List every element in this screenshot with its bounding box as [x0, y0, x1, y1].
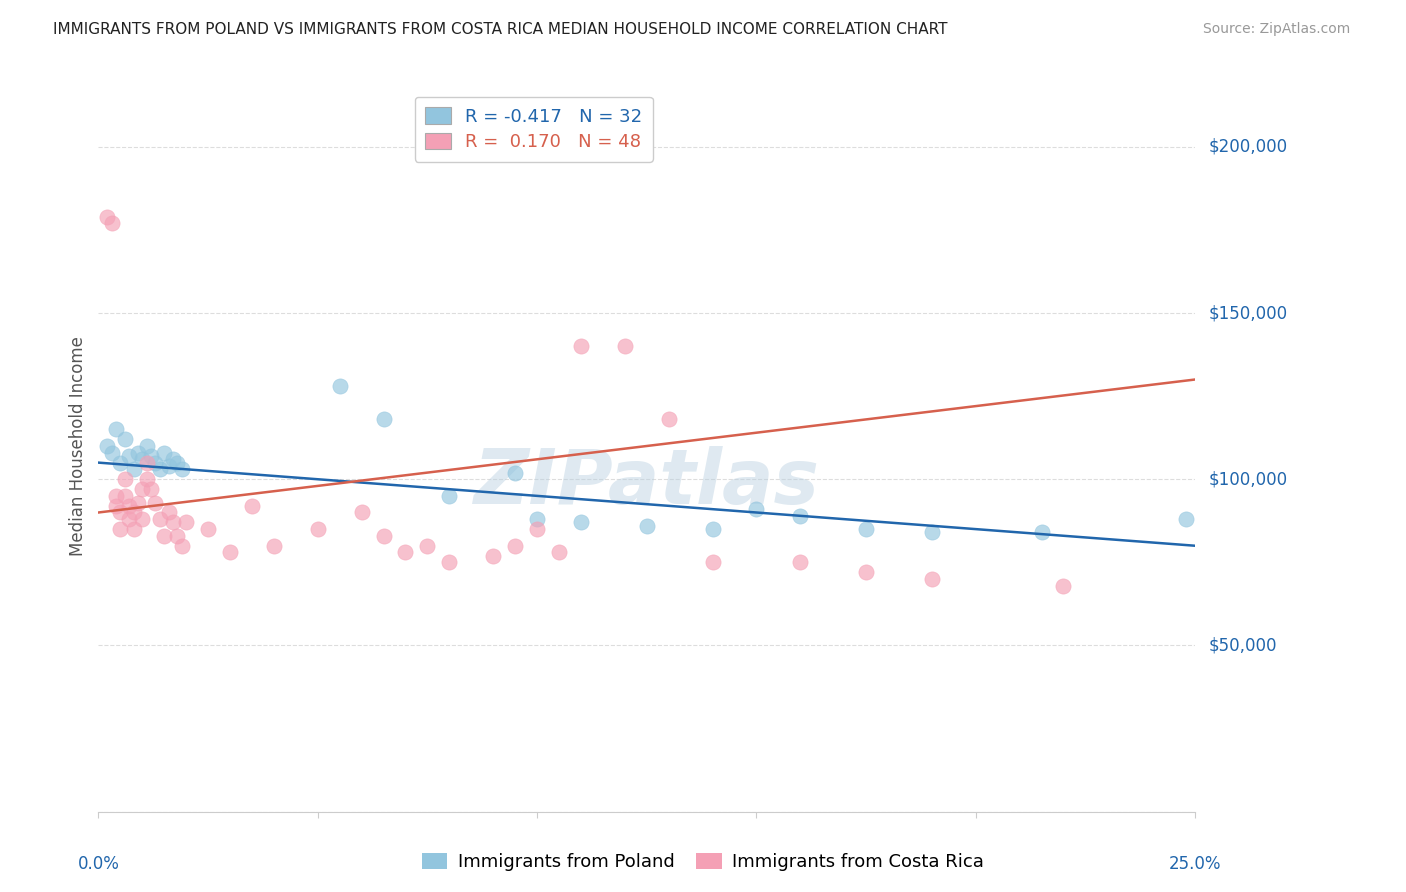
- Point: [174, 516, 197, 530]
- Point: [127, 445, 149, 459]
- Point: [104, 499, 127, 513]
- Point: [135, 439, 157, 453]
- Point: [1031, 525, 1053, 540]
- Text: $150,000: $150,000: [1208, 304, 1288, 322]
- Point: [373, 529, 395, 543]
- Point: [855, 522, 877, 536]
- Point: [636, 518, 658, 533]
- Point: [170, 539, 193, 553]
- Legend: Immigrants from Poland, Immigrants from Costa Rica: Immigrants from Poland, Immigrants from …: [415, 846, 991, 879]
- Point: [548, 545, 571, 559]
- Point: [307, 522, 329, 536]
- Legend: R = -0.417   N = 32, R =  0.170   N = 48: R = -0.417 N = 32, R = 0.170 N = 48: [415, 96, 652, 162]
- Point: [373, 412, 395, 426]
- Point: [118, 499, 141, 513]
- Point: [702, 522, 724, 536]
- Point: [100, 445, 122, 459]
- Point: [114, 472, 136, 486]
- Point: [329, 379, 352, 393]
- Point: [482, 549, 505, 563]
- Point: [439, 555, 461, 569]
- Point: [157, 458, 180, 473]
- Point: [416, 539, 439, 553]
- Point: [110, 522, 132, 536]
- Point: [114, 433, 136, 447]
- Point: [503, 466, 526, 480]
- Point: [96, 210, 118, 224]
- Point: [789, 555, 811, 569]
- Point: [110, 506, 132, 520]
- Point: [122, 522, 145, 536]
- Point: [122, 506, 145, 520]
- Point: [162, 452, 184, 467]
- Point: [145, 456, 167, 470]
- Point: [149, 462, 172, 476]
- Point: [114, 489, 136, 503]
- Text: IMMIGRANTS FROM POLAND VS IMMIGRANTS FROM COSTA RICA MEDIAN HOUSEHOLD INCOME COR: IMMIGRANTS FROM POLAND VS IMMIGRANTS FRO…: [53, 22, 948, 37]
- Point: [135, 456, 157, 470]
- Text: ZIPatlas: ZIPatlas: [474, 446, 820, 519]
- Text: 25.0%: 25.0%: [1168, 855, 1222, 873]
- Point: [153, 529, 176, 543]
- Point: [104, 489, 127, 503]
- Text: 0.0%: 0.0%: [77, 855, 120, 873]
- Point: [131, 512, 153, 526]
- Point: [219, 545, 242, 559]
- Point: [569, 516, 592, 530]
- Point: [118, 512, 141, 526]
- Point: [139, 449, 162, 463]
- Point: [789, 508, 811, 523]
- Point: [921, 525, 943, 540]
- Point: [96, 439, 118, 453]
- Point: [153, 445, 176, 459]
- Point: [613, 339, 636, 353]
- Point: [104, 422, 127, 436]
- Point: [157, 506, 180, 520]
- Point: [118, 449, 141, 463]
- Point: [503, 539, 526, 553]
- Point: [131, 452, 153, 467]
- Point: [658, 412, 681, 426]
- Point: [166, 529, 188, 543]
- Point: [100, 216, 122, 230]
- Point: [439, 489, 461, 503]
- Y-axis label: Median Household Income: Median Household Income: [69, 336, 87, 556]
- Point: [702, 555, 724, 569]
- Point: [350, 506, 373, 520]
- Point: [149, 512, 172, 526]
- Point: [166, 456, 188, 470]
- Point: [569, 339, 592, 353]
- Text: Source: ZipAtlas.com: Source: ZipAtlas.com: [1202, 22, 1350, 37]
- Point: [145, 495, 167, 509]
- Point: [394, 545, 416, 559]
- Text: $50,000: $50,000: [1208, 637, 1277, 655]
- Text: $200,000: $200,000: [1208, 137, 1288, 156]
- Point: [240, 499, 263, 513]
- Point: [122, 462, 145, 476]
- Point: [263, 539, 285, 553]
- Point: [1052, 579, 1074, 593]
- Text: $100,000: $100,000: [1208, 470, 1288, 488]
- Point: [921, 572, 943, 586]
- Point: [162, 516, 184, 530]
- Point: [855, 566, 877, 580]
- Point: [170, 462, 193, 476]
- Point: [197, 522, 219, 536]
- Point: [1175, 512, 1198, 526]
- Point: [745, 502, 768, 516]
- Point: [139, 482, 162, 496]
- Point: [110, 456, 132, 470]
- Point: [135, 472, 157, 486]
- Point: [526, 512, 548, 526]
- Point: [127, 495, 149, 509]
- Point: [526, 522, 548, 536]
- Point: [131, 482, 153, 496]
